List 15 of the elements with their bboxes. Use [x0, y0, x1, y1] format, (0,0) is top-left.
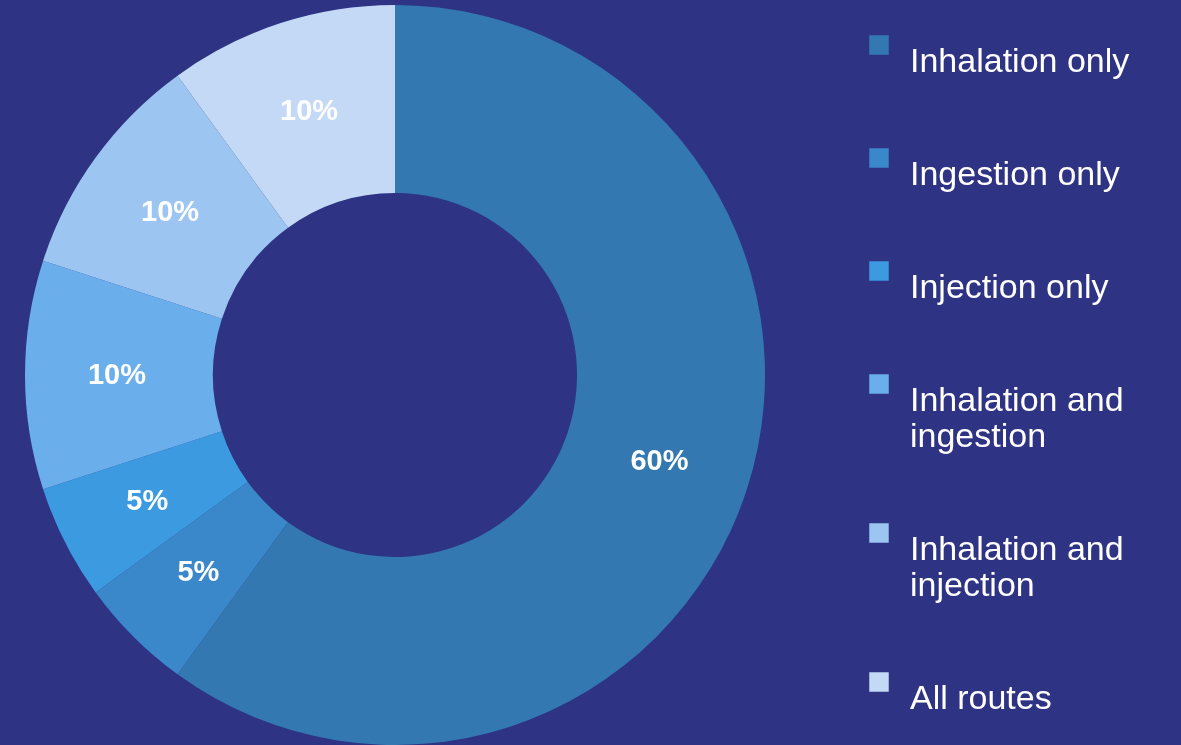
- donut-slice: [95, 481, 289, 675]
- donut-slice: [43, 431, 248, 593]
- data-label: 60%: [630, 443, 689, 476]
- data-label: 10%: [141, 194, 200, 227]
- data-label: 10%: [87, 358, 147, 390]
- legend-label: All routes: [910, 678, 1052, 716]
- data-label: 5%: [126, 484, 169, 517]
- legend-label: Inhalation and injection: [910, 529, 1124, 603]
- donut-slice: [25, 260, 222, 490]
- legend-label: Inhalation only: [910, 41, 1130, 79]
- legend-label: Inhalation and ingestion: [910, 380, 1124, 454]
- legend-label: Injection only: [910, 267, 1109, 305]
- data-label: 10%: [280, 93, 339, 126]
- legend-label: Ingestion only: [910, 154, 1120, 192]
- data-label: 5%: [177, 554, 220, 587]
